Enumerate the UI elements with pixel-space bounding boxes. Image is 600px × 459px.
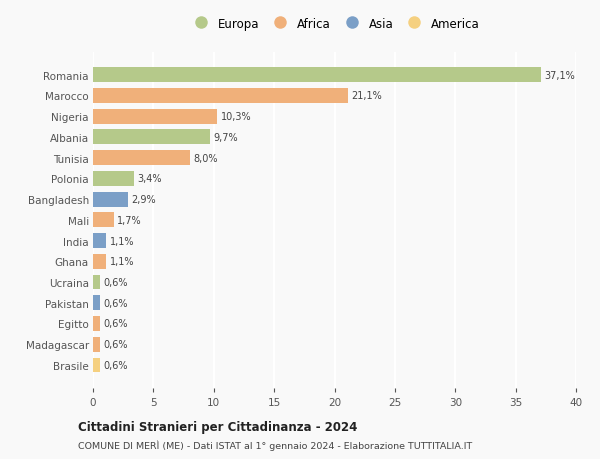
Bar xyxy=(93,109,217,124)
Text: 1,1%: 1,1% xyxy=(110,257,134,267)
Text: Cittadini Stranieri per Cittadinanza - 2024: Cittadini Stranieri per Cittadinanza - 2… xyxy=(78,420,358,433)
Text: 0,6%: 0,6% xyxy=(104,340,128,349)
Bar xyxy=(93,130,210,145)
Text: 3,4%: 3,4% xyxy=(137,174,162,184)
Text: 9,7%: 9,7% xyxy=(214,133,238,143)
Bar xyxy=(93,358,100,373)
Bar xyxy=(93,213,113,228)
Text: 0,6%: 0,6% xyxy=(104,360,128,370)
Text: 0,6%: 0,6% xyxy=(104,319,128,329)
Bar xyxy=(93,254,106,269)
Text: 37,1%: 37,1% xyxy=(545,71,575,80)
Text: 21,1%: 21,1% xyxy=(352,91,382,101)
Bar xyxy=(93,172,134,186)
Bar xyxy=(93,316,100,331)
Text: 1,1%: 1,1% xyxy=(110,236,134,246)
Text: 0,6%: 0,6% xyxy=(104,298,128,308)
Bar xyxy=(93,89,348,104)
Text: 8,0%: 8,0% xyxy=(193,153,218,163)
Bar xyxy=(93,151,190,166)
Text: 10,3%: 10,3% xyxy=(221,112,251,122)
Bar xyxy=(93,192,128,207)
Text: 0,6%: 0,6% xyxy=(104,277,128,287)
Legend: Europa, Africa, Asia, America: Europa, Africa, Asia, America xyxy=(187,15,482,33)
Bar xyxy=(93,68,541,83)
Bar xyxy=(93,234,106,248)
Bar xyxy=(93,275,100,290)
Bar xyxy=(93,296,100,311)
Text: 2,9%: 2,9% xyxy=(131,195,156,205)
Bar xyxy=(93,337,100,352)
Text: COMUNE DI MERÌ (ME) - Dati ISTAT al 1° gennaio 2024 - Elaborazione TUTTITALIA.IT: COMUNE DI MERÌ (ME) - Dati ISTAT al 1° g… xyxy=(78,440,472,450)
Text: 1,7%: 1,7% xyxy=(117,215,142,225)
